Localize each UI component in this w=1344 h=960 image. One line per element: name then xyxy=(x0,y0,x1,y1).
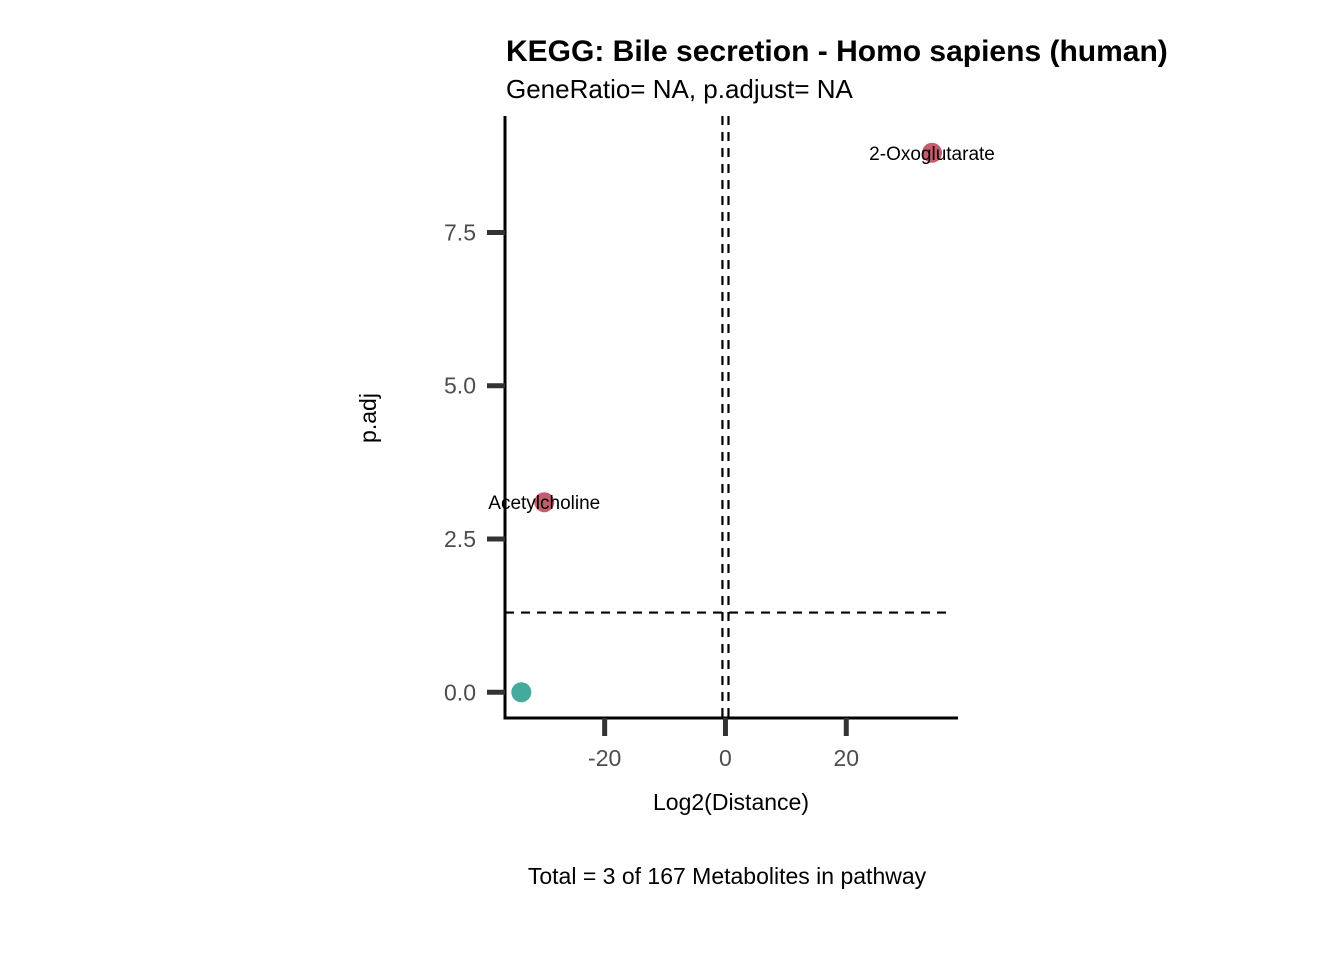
reference-lines xyxy=(505,116,950,718)
point-label: 2-Oxoglutarate xyxy=(869,144,995,165)
y-tick-label: 5.0 xyxy=(444,373,476,399)
x-tick-label: 20 xyxy=(833,745,859,771)
data-points xyxy=(511,142,943,703)
y-tick-label: 0.0 xyxy=(444,679,476,705)
y-tick-label: 7.5 xyxy=(444,219,476,245)
axes xyxy=(503,116,958,720)
x-tick-label: -20 xyxy=(588,745,621,771)
chart-caption: Total = 3 of 167 Metabolites in pathway xyxy=(528,863,927,889)
data-point xyxy=(534,492,555,513)
point-label: Acetylcholine xyxy=(488,493,600,514)
chart-title: KEGG: Bile secretion - Homo sapiens (hum… xyxy=(506,35,1168,68)
chart-subtitle: GeneRatio= NA, p.adjust= NA xyxy=(506,74,854,104)
y-axis-title: p.adj xyxy=(355,393,381,443)
y-tick-label: 2.5 xyxy=(444,526,476,552)
point-labels: 2-Oxoglutarate Acetylcholine xyxy=(488,144,995,514)
x-tick-label: 0 xyxy=(719,745,732,771)
data-point xyxy=(922,142,943,163)
data-point xyxy=(511,682,532,703)
y-axis-ticks: 0.0 2.5 5.0 7.5 xyxy=(444,219,505,705)
x-axis-ticks: -20 0 20 xyxy=(588,718,859,771)
x-axis-title: Log2(Distance) xyxy=(653,789,809,815)
